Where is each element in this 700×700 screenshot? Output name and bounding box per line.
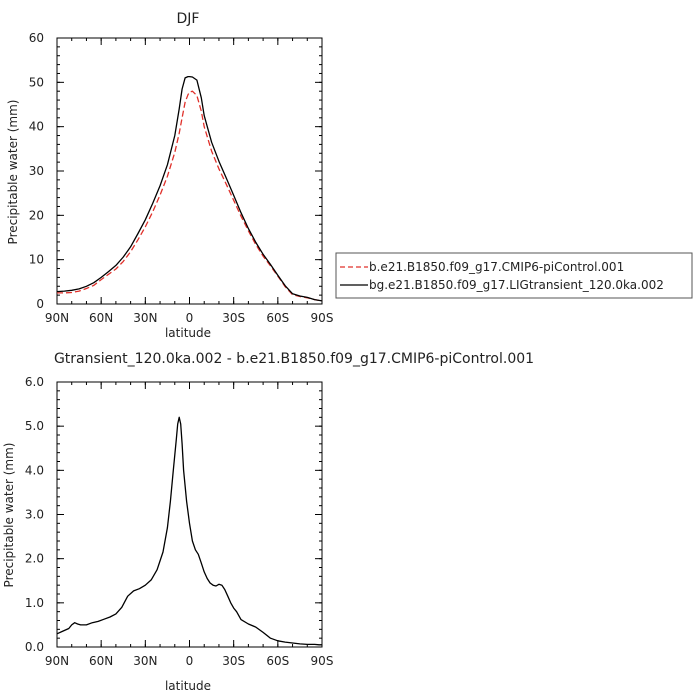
plot-frame xyxy=(56,37,323,305)
y-tick-label: 0 xyxy=(36,297,44,311)
chart-title: Gtransient_120.0ka.002 - b.e21.B1850.f09… xyxy=(54,351,534,367)
x-tick-label: 60S xyxy=(266,311,289,325)
series-line-0 xyxy=(56,416,322,646)
x-tick-label: 90N xyxy=(45,311,69,325)
y-tick-label: 40 xyxy=(29,120,44,134)
y-tick-label: 4.0 xyxy=(25,463,44,477)
legend-entry-label: bg.e21.B1850.f09_g17.LIGtransient_120.0k… xyxy=(369,278,664,292)
x-tick-label: 30S xyxy=(222,311,245,325)
x-tick-label: 90S xyxy=(311,654,334,668)
x-tick-label: 0 xyxy=(186,311,194,325)
y-tick-label: 5.0 xyxy=(25,419,44,433)
legend-box xyxy=(335,252,693,299)
chart-panel-djf: DJF latitude Precipitable water (mm) 90N… xyxy=(6,11,333,340)
x-tick-label: 0 xyxy=(186,654,194,668)
y-axis-label: Precipitable water (mm) xyxy=(2,443,16,588)
y-tick-label: 1.0 xyxy=(25,596,44,610)
x-tick-label: 90N xyxy=(45,654,69,668)
chart-title: DJF xyxy=(177,11,200,27)
x-axis-label: latitude xyxy=(165,326,211,340)
x-tick-label: 60S xyxy=(266,654,289,668)
x-tick-label: 60N xyxy=(89,654,113,668)
legend: b.e21.B1850.f09_g17.CMIP6-piControl.001b… xyxy=(335,252,693,299)
x-tick-label: 30N xyxy=(133,654,157,668)
y-tick-label: 10 xyxy=(29,253,44,267)
y-tick-label: 2.0 xyxy=(25,552,44,566)
y-axis-label: Precipitable water (mm) xyxy=(6,100,20,245)
legend-entry-label: b.e21.B1850.f09_g17.CMIP6-piControl.001 xyxy=(369,260,624,274)
series-line-0 xyxy=(57,90,323,302)
y-tick-label: 30 xyxy=(29,164,44,178)
plot-frame xyxy=(56,381,323,648)
y-tick-label: 3.0 xyxy=(25,508,44,522)
x-axis-label: latitude xyxy=(165,679,211,693)
x-tick-label: 30N xyxy=(133,311,157,325)
y-tick-label: 0.0 xyxy=(25,640,44,654)
y-tick-label: 50 xyxy=(29,75,44,89)
series-line-1 xyxy=(56,75,323,302)
x-tick-label: 90S xyxy=(311,311,334,325)
y-tick-label: 6.0 xyxy=(25,375,44,389)
y-tick-label: 60 xyxy=(29,31,44,45)
chart-panel-difference: Gtransient_120.0ka.002 - b.e21.B1850.f09… xyxy=(2,351,534,693)
x-tick-label: 30S xyxy=(222,654,245,668)
y-tick-label: 20 xyxy=(29,208,44,222)
x-tick-label: 60N xyxy=(89,311,113,325)
